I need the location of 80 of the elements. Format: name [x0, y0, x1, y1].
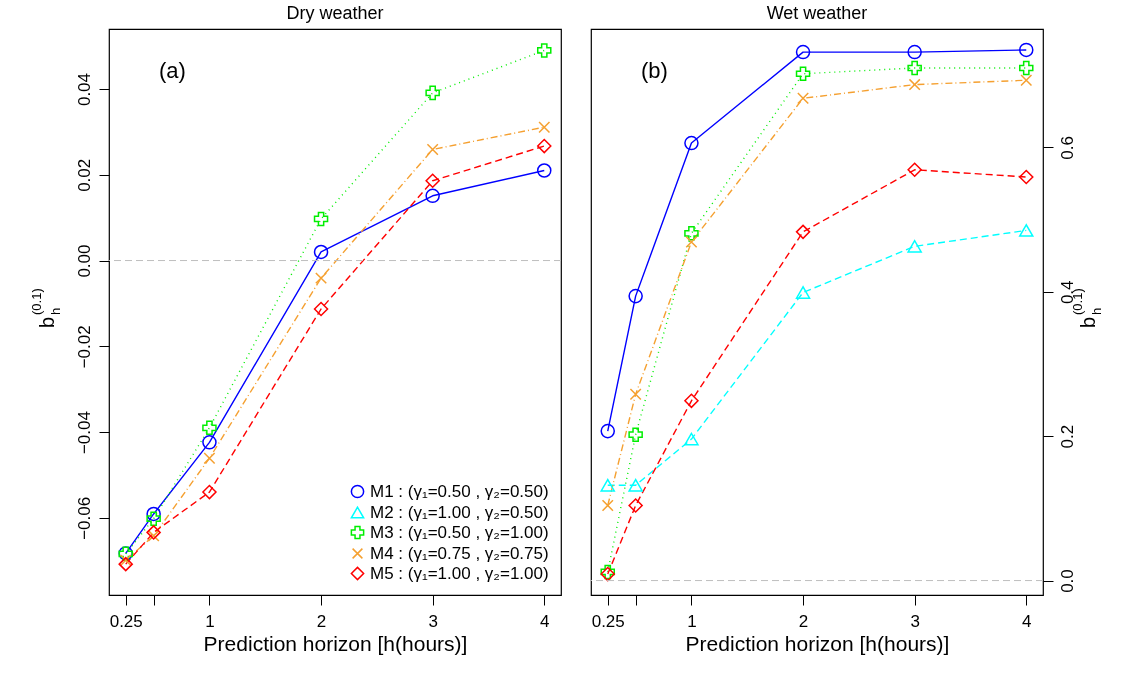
point [628, 427, 643, 442]
point [538, 121, 551, 134]
point [907, 60, 922, 76]
x-tick-label: 2 [798, 611, 809, 631]
point [628, 288, 643, 304]
point [426, 143, 439, 156]
point [600, 478, 616, 492]
legend-label: M4 : (γ₁=0.75 , γ₂=0.75) [370, 543, 549, 563]
point [315, 272, 328, 285]
x-tick-label: 2 [316, 611, 327, 631]
point [907, 162, 922, 178]
x-axis-title: Prediction horizon [h(hours)] [685, 631, 950, 655]
point [536, 43, 552, 58]
legend-label: M1 : (γ₁=0.50 , γ₂=0.50) [370, 481, 549, 501]
x-axis-title: Prediction horizon [h(hours)] [203, 631, 468, 655]
point [684, 432, 699, 446]
x-tick-label: 4 [1022, 611, 1032, 631]
point [1018, 169, 1034, 185]
point [203, 452, 216, 465]
point [536, 163, 552, 178]
y-tick-label: −0.04 [74, 411, 94, 455]
point [628, 478, 643, 492]
y2-tick-label: 0.0 [1057, 569, 1077, 593]
y-tick-label: 0.04 [74, 72, 94, 107]
point [795, 66, 811, 82]
point [425, 173, 440, 189]
y-tick-label: 0.02 [74, 158, 94, 192]
point [795, 286, 811, 299]
point [1018, 224, 1034, 237]
point [1018, 60, 1034, 76]
chart-title: Wet weather [766, 3, 868, 23]
x-tick-label: 1 [205, 611, 215, 631]
point [600, 423, 616, 439]
point [907, 239, 922, 253]
point [1020, 74, 1033, 87]
annotation: (a) [159, 58, 186, 83]
point [119, 554, 132, 567]
point [146, 506, 161, 522]
y-axis-title: bh(0.1) [29, 288, 63, 328]
point [118, 556, 134, 572]
point [601, 499, 614, 512]
x-tick-label: 1 [687, 611, 697, 631]
point [907, 44, 922, 60]
point [629, 388, 642, 401]
legend-label: M3 : (γ₁=0.50 , γ₂=1.00) [370, 522, 549, 542]
point [795, 44, 811, 60]
point [797, 92, 810, 105]
chart-title: Dry weather [286, 3, 384, 23]
legend-label: M2 : (γ₁=1.00 , γ₂=0.50) [370, 502, 549, 522]
point [313, 244, 329, 260]
y2-tick-label: 0.6 [1057, 136, 1077, 160]
y-tick-label: −0.02 [74, 325, 94, 369]
point [202, 435, 217, 450]
legend-label: M5 : (γ₁=1.00 , γ₂=1.00) [370, 563, 549, 583]
point [425, 85, 440, 101]
point [685, 236, 698, 248]
x-tick-label: 0.25 [591, 611, 625, 631]
point [908, 78, 921, 91]
x-tick-label: 0.25 [109, 611, 143, 631]
point [313, 301, 329, 317]
point [536, 138, 552, 154]
point [1018, 42, 1034, 58]
point [146, 525, 161, 540]
y-tick-label: 0.00 [74, 244, 94, 278]
y2-tick-label: 0.2 [1057, 424, 1077, 449]
x-tick-label: 3 [428, 611, 438, 631]
point [795, 224, 811, 240]
y-tick-label: −0.06 [74, 496, 94, 540]
point [425, 188, 440, 204]
annotation: (b) [641, 58, 668, 83]
point [313, 211, 329, 227]
point [146, 511, 161, 526]
point [684, 135, 699, 151]
point [628, 498, 643, 513]
point [684, 226, 699, 241]
point [684, 393, 699, 409]
point [202, 484, 217, 500]
x-tick-label: 3 [910, 611, 920, 631]
x-tick-label: 4 [540, 611, 550, 631]
point [202, 420, 217, 436]
